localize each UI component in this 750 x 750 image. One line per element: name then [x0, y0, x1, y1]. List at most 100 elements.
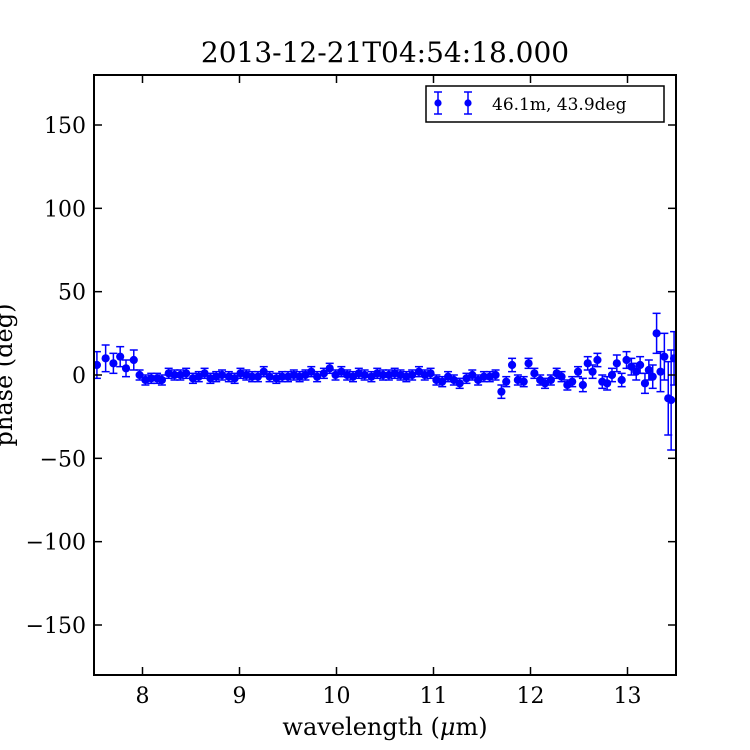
point-marker	[121, 364, 131, 373]
point-marker	[603, 379, 612, 388]
x-axis-label-post: m)	[455, 713, 487, 741]
point-marker	[408, 370, 417, 380]
y-tick-label: 50	[58, 281, 86, 306]
y-axis-label: phase (deg)	[0, 304, 18, 447]
data-point	[147, 372, 156, 385]
data-point	[652, 312, 661, 355]
legend-marker	[434, 91, 472, 115]
x-tick-label: 11	[420, 684, 448, 709]
data-point	[206, 372, 215, 385]
data-point	[396, 369, 405, 381]
point-marker	[612, 359, 621, 368]
data-point	[627, 357, 636, 376]
data-point	[491, 369, 500, 381]
point-marker	[101, 354, 110, 363]
x-axis: 8 9 10 11 12 13	[136, 75, 642, 709]
point-marker	[588, 367, 597, 376]
point-marker	[426, 369, 435, 378]
x-tick-label: 8	[136, 684, 150, 709]
data-point	[507, 357, 517, 373]
data-point	[289, 369, 298, 381]
data-point	[519, 375, 528, 388]
x-axis-label-pre: wavelength (	[282, 713, 439, 741]
data-point	[557, 370, 566, 383]
x-tick-label: 12	[517, 684, 545, 709]
data-point	[667, 349, 676, 451]
data-point	[502, 375, 511, 388]
data-point	[265, 370, 274, 383]
point-marker	[546, 375, 555, 385]
point-marker	[648, 372, 657, 381]
data-point	[479, 370, 489, 383]
point-marker	[182, 369, 191, 378]
point-marker	[568, 377, 577, 386]
point-marker	[652, 329, 661, 338]
point-marker	[109, 359, 118, 368]
y-tick-label: −150	[26, 614, 86, 639]
y-tick-label: −100	[26, 531, 86, 556]
data-point	[101, 344, 110, 373]
point-marker	[524, 359, 533, 368]
point-marker	[640, 379, 650, 388]
data-point	[617, 372, 626, 388]
data-point	[230, 372, 239, 385]
data-point	[588, 364, 597, 380]
data-point	[524, 357, 533, 370]
point-marker	[94, 360, 102, 370]
x-axis-label-mu: μ	[440, 713, 456, 741]
point-marker	[656, 367, 665, 376]
data-point	[669, 330, 676, 386]
point-marker	[644, 365, 653, 375]
y-tick-label: 100	[44, 197, 86, 222]
data-point	[656, 350, 665, 393]
point-marker	[660, 352, 669, 361]
data-point	[109, 352, 118, 375]
data-point	[648, 364, 657, 390]
data-point	[259, 365, 268, 378]
data-point	[188, 372, 198, 385]
point-marker	[667, 395, 676, 405]
data-point	[485, 370, 494, 383]
data-point	[640, 372, 650, 395]
point-marker	[507, 360, 517, 370]
point-marker	[129, 355, 138, 365]
data-point	[530, 367, 539, 380]
data-point	[278, 370, 287, 383]
point-marker	[617, 375, 626, 385]
data-point	[578, 377, 587, 393]
point-marker	[607, 370, 617, 380]
point-marker	[573, 367, 583, 376]
y-tick-label: −50	[40, 447, 86, 472]
data-point	[593, 352, 602, 368]
data-point	[660, 332, 669, 381]
point-marker	[530, 369, 539, 378]
data-point	[121, 359, 131, 378]
point-marker	[360, 370, 369, 380]
point-marker	[455, 379, 464, 388]
data-point	[636, 355, 645, 375]
point-marker	[622, 355, 631, 365]
data-point	[313, 370, 322, 383]
legend-point	[434, 99, 442, 107]
point-marker	[157, 375, 166, 385]
point-marker	[557, 372, 566, 381]
y-tick-label: 0	[72, 364, 86, 389]
y-axis: 150 100 50 0 −50 −100 −150	[26, 114, 676, 639]
point-marker	[583, 359, 592, 368]
data-point	[438, 375, 447, 388]
data-point	[474, 374, 483, 386]
data-point	[573, 365, 583, 378]
point-marker	[578, 380, 587, 390]
x-tick-label: 13	[614, 684, 642, 709]
point-marker	[497, 387, 506, 396]
point-marker	[636, 360, 645, 370]
point-marker	[632, 367, 641, 376]
y-tick-label: 150	[44, 114, 86, 139]
point-marker	[502, 377, 511, 386]
data-point	[607, 367, 617, 383]
legend: 46.1m, 43.9deg	[425, 85, 665, 123]
x-tick-label: 9	[233, 684, 247, 709]
point-marker	[669, 354, 676, 363]
data-point	[157, 374, 166, 386]
